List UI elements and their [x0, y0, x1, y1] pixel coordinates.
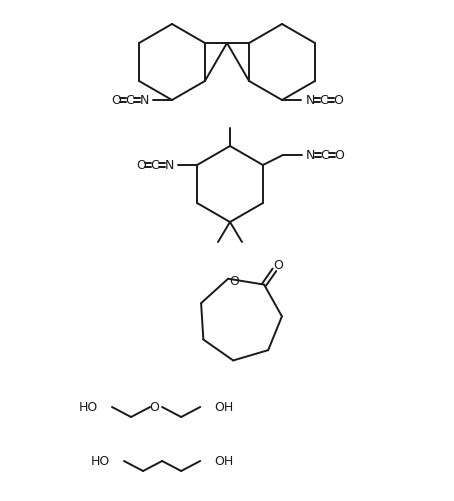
Text: C: C: [126, 94, 134, 107]
Text: O: O: [334, 149, 344, 162]
Text: O: O: [111, 94, 121, 107]
Text: OH: OH: [214, 454, 233, 467]
Text: N: N: [305, 94, 315, 107]
Text: OH: OH: [214, 401, 233, 414]
Text: HO: HO: [91, 454, 110, 467]
Text: N: N: [164, 159, 174, 172]
Text: O: O: [136, 159, 146, 172]
Text: C: C: [320, 94, 328, 107]
Text: N: N: [139, 94, 149, 107]
Text: C: C: [151, 159, 159, 172]
Text: O: O: [273, 259, 283, 272]
Text: O: O: [149, 401, 159, 414]
Text: O: O: [333, 94, 343, 107]
Text: HO: HO: [79, 401, 98, 414]
Text: C: C: [321, 149, 329, 162]
Text: O: O: [229, 275, 239, 288]
Text: N: N: [306, 149, 316, 162]
